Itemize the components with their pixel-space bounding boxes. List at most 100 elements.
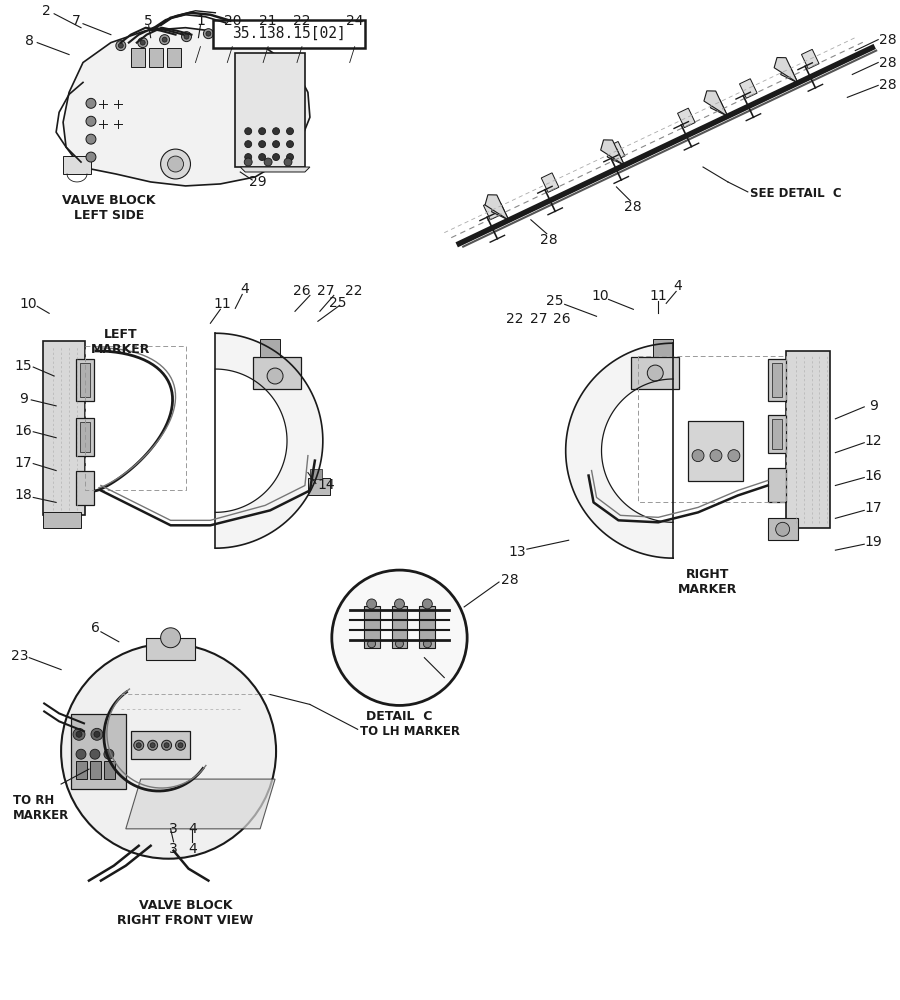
Text: 28: 28 — [879, 78, 896, 92]
Bar — [608, 141, 625, 161]
Bar — [76, 418, 94, 456]
Polygon shape — [774, 58, 798, 83]
Bar — [740, 79, 757, 98]
Circle shape — [273, 154, 280, 161]
Bar — [771, 419, 781, 449]
Text: 28: 28 — [540, 233, 558, 247]
Text: 18: 18 — [14, 488, 32, 502]
Bar — [802, 49, 819, 69]
Circle shape — [94, 731, 100, 737]
Circle shape — [86, 152, 96, 162]
Text: 19: 19 — [864, 535, 882, 549]
Bar — [76, 761, 87, 779]
Circle shape — [104, 749, 113, 759]
Bar — [235, 53, 305, 167]
Circle shape — [148, 740, 157, 750]
Bar — [632, 357, 680, 389]
Text: 1: 1 — [196, 14, 205, 28]
Circle shape — [61, 644, 276, 859]
Circle shape — [136, 743, 141, 748]
Bar — [43, 512, 81, 528]
Bar — [166, 48, 181, 67]
Circle shape — [134, 740, 144, 750]
Text: TO RH
MARKER: TO RH MARKER — [14, 794, 69, 822]
Circle shape — [206, 31, 211, 36]
Circle shape — [244, 158, 252, 166]
Circle shape — [366, 599, 376, 609]
Circle shape — [394, 599, 404, 609]
Text: 22: 22 — [506, 312, 524, 326]
Text: 27: 27 — [530, 312, 547, 326]
Text: 9: 9 — [19, 392, 28, 406]
Circle shape — [273, 141, 280, 148]
Text: TO LH MARKER: TO LH MARKER — [360, 725, 460, 738]
Text: 20: 20 — [223, 14, 241, 28]
Circle shape — [76, 749, 86, 759]
Bar — [104, 761, 115, 779]
Circle shape — [150, 743, 155, 748]
Bar — [541, 173, 559, 192]
Bar — [71, 714, 126, 789]
Text: 26: 26 — [553, 312, 571, 326]
Bar — [90, 761, 101, 779]
Polygon shape — [710, 99, 728, 116]
Circle shape — [245, 128, 252, 135]
Text: 28: 28 — [501, 573, 518, 587]
Text: 5: 5 — [144, 14, 153, 28]
Circle shape — [91, 728, 103, 740]
Text: 4: 4 — [674, 279, 682, 293]
Circle shape — [286, 128, 293, 135]
Text: 17: 17 — [14, 456, 32, 470]
Text: VALVE BLOCK
LEFT SIDE: VALVE BLOCK LEFT SIDE — [62, 194, 156, 222]
Circle shape — [728, 450, 740, 462]
Bar — [786, 351, 831, 528]
Circle shape — [178, 743, 183, 748]
Bar — [688, 421, 742, 481]
Circle shape — [245, 141, 252, 148]
Text: 4: 4 — [188, 842, 197, 856]
Bar — [768, 518, 797, 540]
Bar — [364, 606, 380, 648]
Bar — [63, 156, 91, 174]
Text: 3: 3 — [169, 822, 178, 836]
Text: VALVE BLOCK
RIGHT FRONT VIEW: VALVE BLOCK RIGHT FRONT VIEW — [117, 899, 254, 927]
Polygon shape — [485, 195, 508, 220]
Circle shape — [167, 156, 184, 172]
Polygon shape — [491, 202, 508, 220]
Bar — [253, 357, 301, 389]
Text: 11: 11 — [213, 297, 231, 311]
Circle shape — [116, 41, 126, 51]
Circle shape — [162, 37, 167, 42]
Circle shape — [86, 134, 96, 144]
Polygon shape — [215, 333, 323, 548]
Text: 29: 29 — [249, 175, 267, 189]
Polygon shape — [600, 140, 625, 165]
Bar — [43, 341, 85, 515]
Circle shape — [86, 116, 96, 126]
Circle shape — [647, 365, 663, 381]
Circle shape — [776, 522, 789, 536]
Text: 24: 24 — [346, 14, 364, 28]
Text: 14: 14 — [318, 478, 336, 492]
Circle shape — [118, 43, 123, 48]
Circle shape — [286, 154, 293, 161]
Text: 23: 23 — [11, 649, 28, 663]
Text: 8: 8 — [25, 34, 33, 48]
Circle shape — [140, 40, 145, 45]
Bar — [771, 363, 781, 397]
Circle shape — [245, 154, 252, 161]
Bar — [80, 363, 90, 397]
Circle shape — [182, 32, 192, 42]
Bar — [148, 48, 163, 67]
Bar — [130, 731, 191, 759]
Circle shape — [395, 640, 403, 648]
Circle shape — [160, 628, 181, 648]
Text: 28: 28 — [879, 33, 896, 47]
Circle shape — [138, 38, 148, 48]
Text: 22: 22 — [345, 284, 363, 298]
Bar — [76, 471, 94, 505]
Circle shape — [332, 570, 467, 705]
Text: 35.138.15[02]: 35.138.15[02] — [232, 26, 346, 41]
Polygon shape — [780, 65, 798, 83]
Text: 15: 15 — [14, 359, 32, 373]
